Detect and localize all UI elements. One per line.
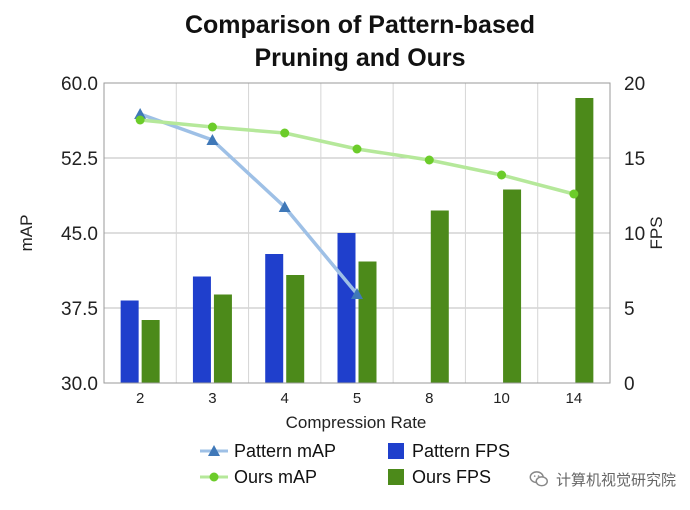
wechat-icon [529,471,548,487]
bar-pattern-fps-3 [192,276,211,383]
right-tick-label: 5 [624,299,635,320]
line-pattern-map [139,112,359,296]
legend-pattern-map-label: Pattern mAP [234,441,336,461]
legend-pattern-map-marker [208,445,220,456]
point-ours-map-8 [424,155,434,165]
bar-ours-fps-2 [141,320,160,383]
chart-title-line-2: Pruning and Ours [254,44,465,72]
bars [120,98,594,383]
x-tick-label: 2 [136,390,144,407]
point-pattern-map-5 [351,288,363,299]
bar-ours-fps-8 [430,210,449,383]
x-tick-label: 14 [566,390,583,407]
right-tick-label: 0 [624,374,635,395]
left-tick-label: 30.0 [61,374,98,395]
point-pattern-map-3 [206,134,219,145]
x-tick-label: 10 [493,390,510,407]
left-tick-label: 45.0 [61,224,98,245]
bar-ours-fps-14 [575,98,594,383]
chart-title-line-1: Comparison of Pattern-based [185,11,535,39]
lines [134,108,579,299]
left-tick-label: 52.5 [61,149,98,170]
bar-ours-fps-10 [503,189,522,383]
point-ours-map-2 [135,115,145,125]
x-tick-label: 8 [425,390,433,407]
bar-pattern-fps-4 [265,254,284,383]
legend-pattern-fps-swatch [388,443,404,459]
x-tick-label: 3 [208,390,216,407]
watermark: 计算机视觉研究院 [528,468,676,490]
legend-ours-fps-label: Ours FPS [412,467,491,487]
point-pattern-map-4 [278,201,291,212]
legend-ours-map-marker [209,472,219,482]
legend: Pattern mAP Pattern FPS Ours mAP Ours FP… [200,441,510,487]
plot-frame [103,82,611,384]
y-axis-right-label: FPS [647,216,666,249]
x-tick-label: 5 [353,390,361,407]
right-tick-label: 10 [624,224,645,245]
point-ours-map-3 [207,122,217,132]
legend-pattern-fps-label: Pattern FPS [412,441,510,461]
point-ours-map-5 [352,144,362,154]
bar-ours-fps-4 [286,275,305,383]
left-tick-label: 37.5 [61,299,98,320]
x-axis-label: Compression Rate [286,413,427,432]
x-axis-ticks: 2 3 4 5 8 10 14 [136,390,582,407]
bar-pattern-fps-5 [337,233,356,383]
x-tick-label: 4 [281,390,289,407]
point-ours-map-14 [569,189,579,199]
bar-ours-fps-5 [358,261,377,383]
bar-ours-fps-3 [213,294,232,383]
line-ours-map [139,118,575,196]
watermark-text: 计算机视觉研究院 [555,470,676,489]
point-pattern-map-2 [134,108,147,119]
legend-ours-map-label: Ours mAP [234,467,317,487]
left-tick-label: 60.0 [61,74,98,95]
right-tick-label: 15 [624,149,645,170]
right-tick-label: 20 [624,74,645,95]
point-ours-map-4 [280,128,290,138]
bar-pattern-fps-2 [120,300,139,383]
legend-ours-fps-swatch [388,469,404,485]
point-ours-map-10 [497,170,507,180]
right-axis-ticks: 0 5 10 15 20 [624,74,645,395]
y-axis-left-label: mAP [17,215,36,252]
left-axis-ticks: 30.0 37.5 45.0 52.5 60.0 [61,74,98,395]
